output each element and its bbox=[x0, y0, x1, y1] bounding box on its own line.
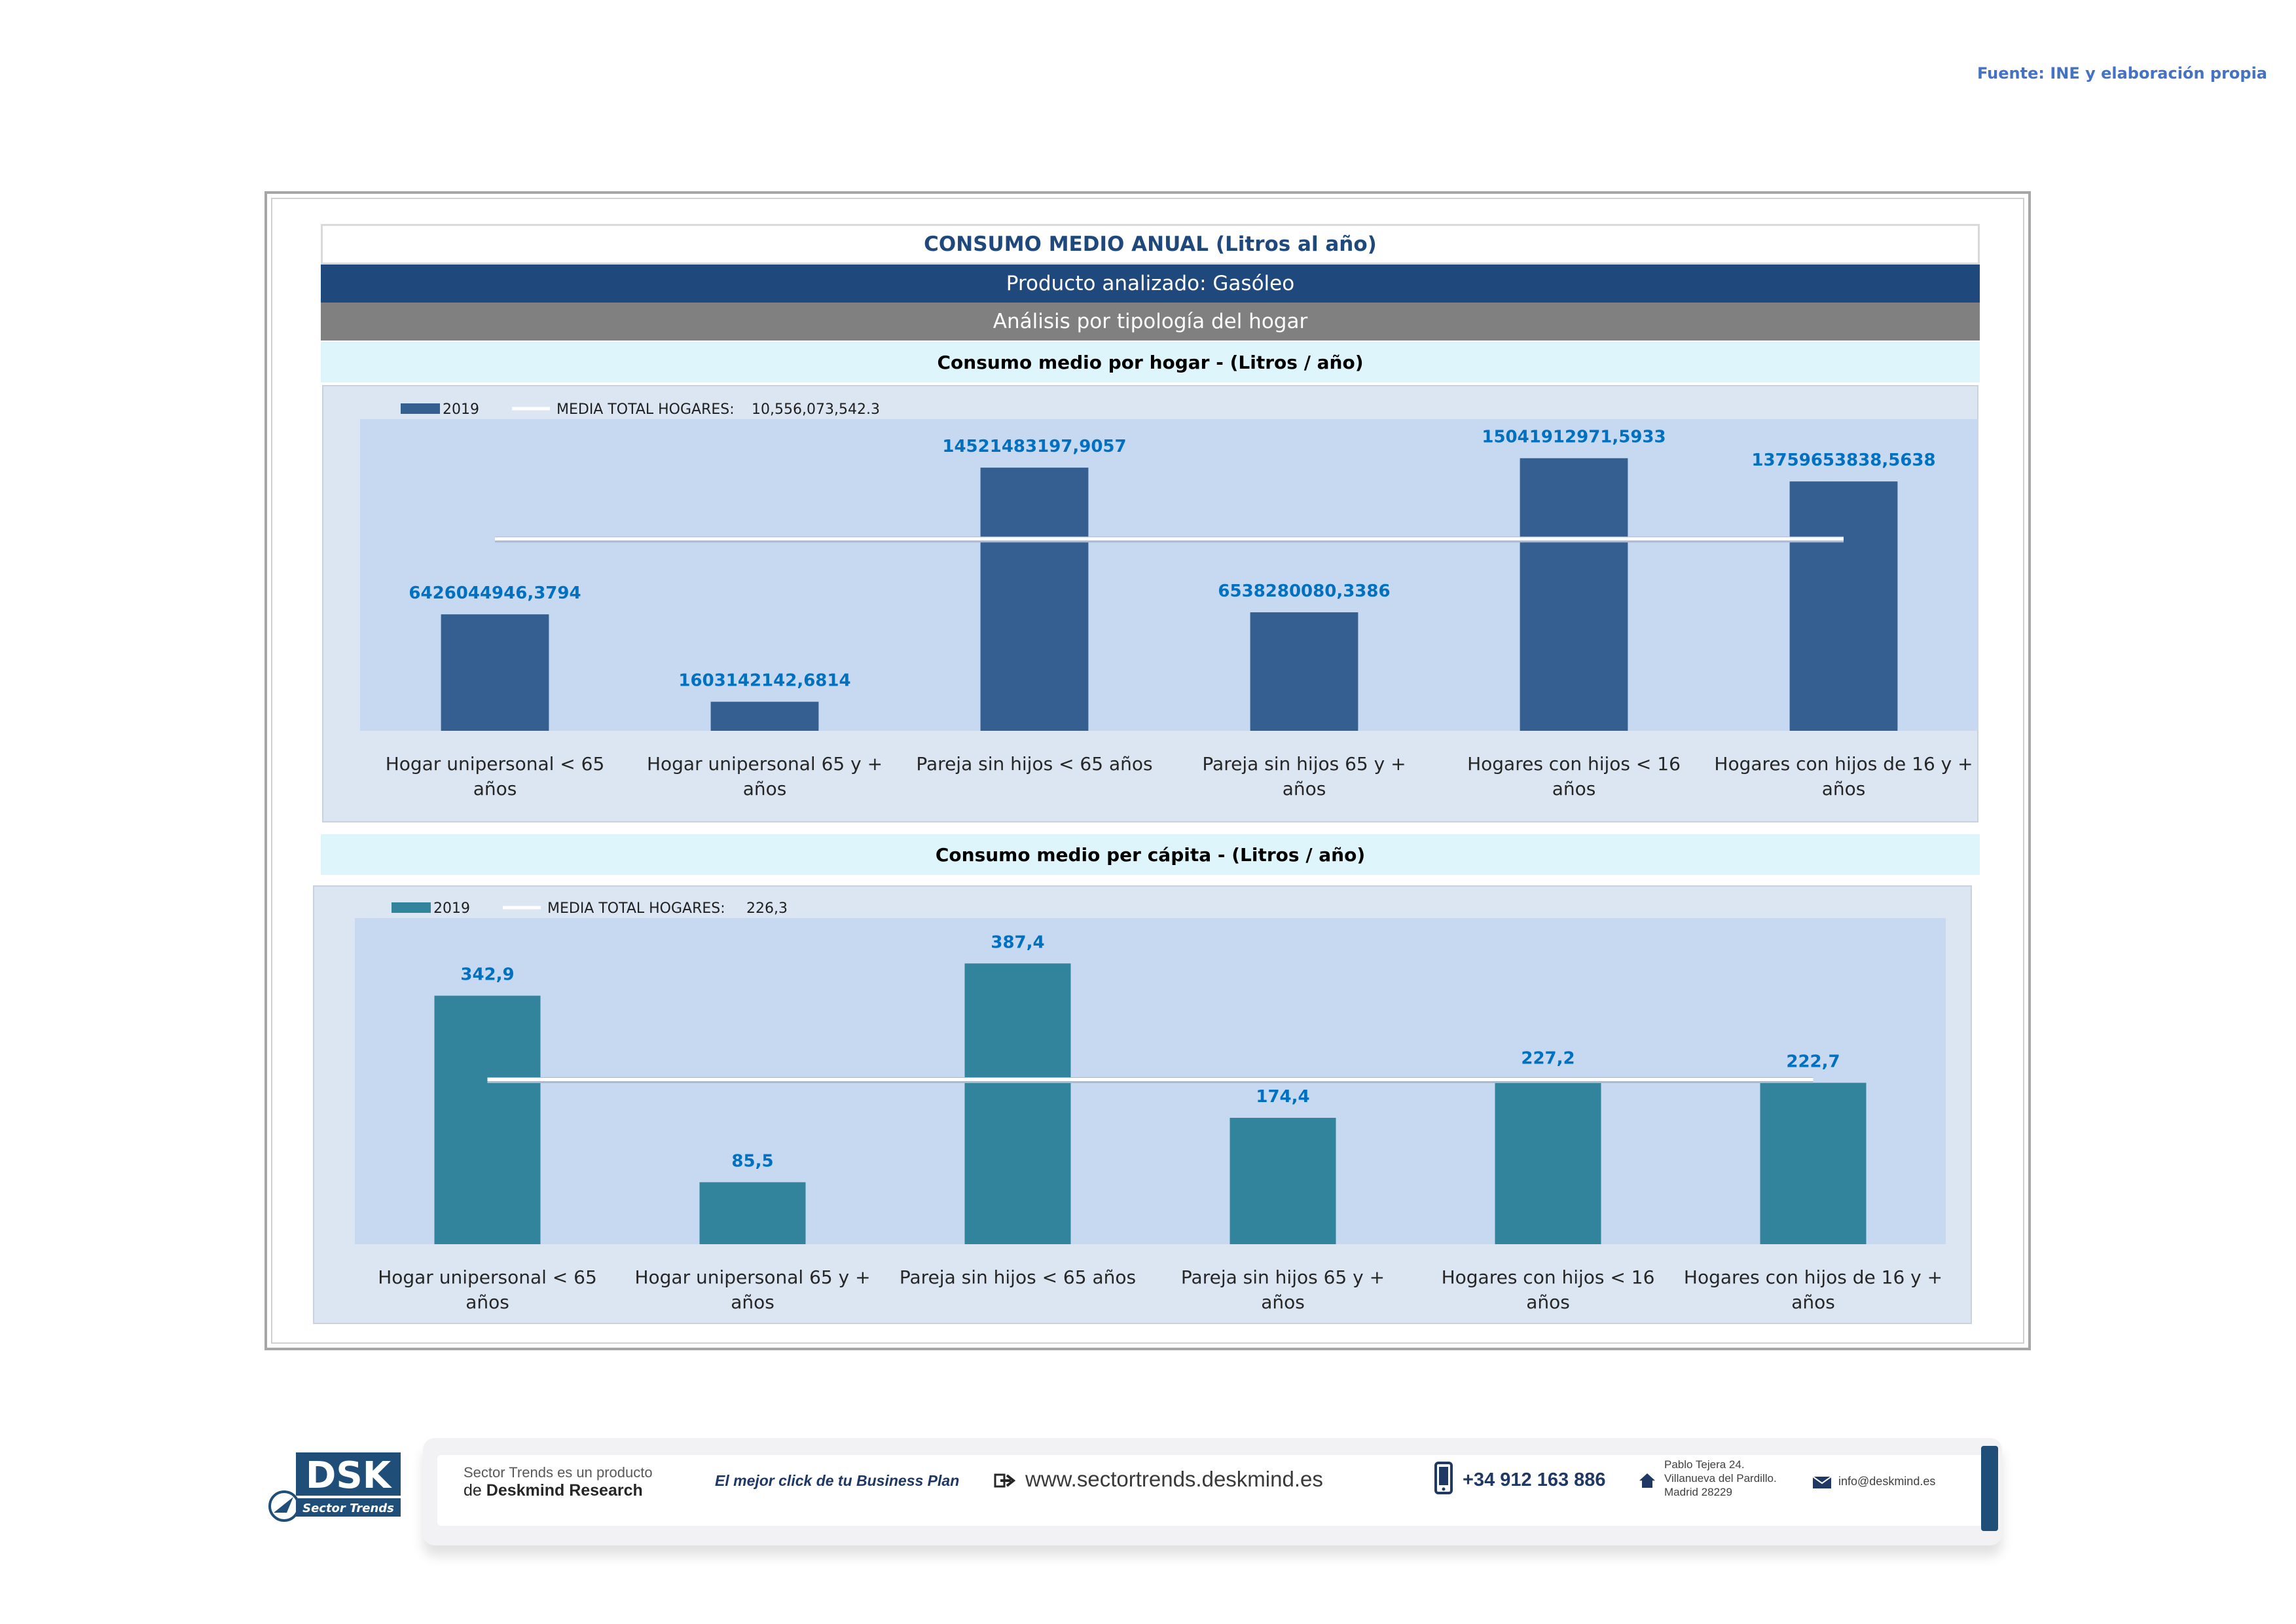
category-label-line: Hogares con hijos de 16 y + bbox=[1684, 1266, 1942, 1288]
data-label: 6426044946,3794 bbox=[409, 583, 581, 603]
footer-brand: Deskmind Research bbox=[486, 1481, 643, 1500]
category-label: Hogares con hijos de 16 y + años bbox=[1714, 753, 1973, 800]
category-label-line: Pareja sin hijos 65 y + bbox=[1202, 753, 1406, 775]
category-label: Hogar unipersonal < 65 años bbox=[386, 753, 605, 800]
category-label-line: años bbox=[473, 778, 517, 800]
bar-2019 bbox=[980, 468, 1089, 731]
bar-2019 bbox=[1250, 612, 1358, 731]
bar-2019 bbox=[434, 995, 541, 1244]
legend-label-2019: 2019 bbox=[433, 900, 470, 917]
category-label-line: años bbox=[731, 1291, 774, 1313]
legend-average-name: MEDIA TOTAL HOGARES: bbox=[556, 401, 735, 418]
plot-area bbox=[360, 419, 1978, 731]
category-label: Pareja sin hijos 65 y + años bbox=[1181, 1266, 1385, 1313]
home-icon bbox=[1638, 1472, 1656, 1492]
report-frame bbox=[264, 191, 2031, 1350]
footer-product-line2: de Deskmind Research bbox=[464, 1481, 643, 1500]
bar-2019 bbox=[964, 963, 1071, 1244]
bar-2019 bbox=[699, 1182, 806, 1244]
report-frame-inner bbox=[271, 198, 2024, 1344]
category-label: Pareja sin hijos < 65 años bbox=[900, 1266, 1136, 1288]
household-chart-panel: 2019 MEDIA TOTAL HOGARES: 10,556,073,542.3… bbox=[322, 385, 1978, 822]
footer-edge bbox=[1981, 1446, 1998, 1531]
category-label: Hogares con hijos de 16 y + años bbox=[1684, 1266, 1942, 1313]
bar-2019 bbox=[1760, 1082, 1867, 1244]
category-label-line: años bbox=[465, 1291, 509, 1313]
data-label: 85,5 bbox=[731, 1151, 773, 1171]
percapita-chart-panel: 2019 MEDIA TOTAL HOGARES: 226,3 342,9 85,5 38… bbox=[313, 885, 1972, 1324]
logo-subtitle: Sector Trends bbox=[302, 1502, 394, 1515]
mobile-phone-icon bbox=[1434, 1462, 1453, 1497]
logo-text: DSK bbox=[306, 1454, 393, 1497]
footer-product-prefix: de bbox=[464, 1481, 486, 1500]
category-label-line: años bbox=[1526, 1291, 1570, 1313]
category-label: Hogar unipersonal 65 y + años bbox=[634, 1266, 870, 1313]
category-label-line: años bbox=[1283, 778, 1326, 800]
legend-average-value: 226,3 bbox=[746, 900, 788, 917]
data-label: 13759653838,5638 bbox=[1751, 451, 1935, 470]
footer-address: Pablo Tejera 24. Villanueva del Pardillo… bbox=[1664, 1458, 1777, 1498]
category-label-line: años bbox=[1261, 1291, 1305, 1313]
bar-2019 bbox=[1789, 481, 1898, 731]
category-label: Hogares con hijos < 16 años bbox=[1467, 753, 1681, 800]
legend-swatch-2019 bbox=[392, 902, 431, 913]
category-label-line: años bbox=[1791, 1291, 1835, 1313]
category-label: Pareja sin hijos < 65 años bbox=[916, 753, 1152, 775]
bar-2019 bbox=[1520, 458, 1628, 731]
data-label: 227,2 bbox=[1521, 1049, 1575, 1069]
bar-2019 bbox=[441, 614, 549, 731]
data-label: 14521483197,9057 bbox=[942, 437, 1126, 456]
category-label-line: Hogar unipersonal < 65 bbox=[378, 1266, 597, 1288]
bar-2019 bbox=[710, 701, 819, 731]
footer-email[interactable]: info@deskmind.es bbox=[1838, 1475, 1936, 1488]
data-label: 222,7 bbox=[1786, 1052, 1840, 1072]
category-label-line: Hogares con hijos < 16 bbox=[1442, 1266, 1655, 1288]
category-label-line: Hogares con hijos de 16 y + bbox=[1714, 753, 1973, 775]
report-title: CONSUMO MEDIO ANUAL (Litros al año) bbox=[321, 224, 1980, 265]
legend-average-value: 10,556,073,542.3 bbox=[752, 401, 880, 418]
category-label-line: Hogar unipersonal < 65 bbox=[386, 753, 605, 775]
legend-label-2019: 2019 bbox=[443, 401, 479, 418]
bar-2019 bbox=[1495, 1079, 1601, 1244]
chart-subtitle-household: Consumo medio por hogar - (Litros / año) bbox=[321, 342, 1980, 382]
footer-slogan: El mejor click de tu Business Plan bbox=[715, 1472, 960, 1489]
data-label: 6538280080,3386 bbox=[1218, 581, 1390, 601]
category-label-line: años bbox=[743, 778, 787, 800]
legend-average-name: MEDIA TOTAL HOGARES: bbox=[547, 900, 725, 917]
footer-banner: Sector Trends es un producto de Deskmind… bbox=[423, 1438, 2002, 1545]
percapita-chart: 2019 MEDIA TOTAL HOGARES: 226,3 342,9 85,5 38… bbox=[355, 900, 1946, 1313]
category-label: Hogar unipersonal 65 y + años bbox=[647, 753, 883, 800]
category-label-line: Pareja sin hijos 65 y + bbox=[1181, 1266, 1385, 1288]
household-chart: 2019 MEDIA TOTAL HOGARES: 10,556,073,542.3… bbox=[360, 401, 1978, 800]
category-label-line: Hogar unipersonal 65 y + bbox=[647, 753, 883, 775]
category-label-line: Pareja sin hijos < 65 años bbox=[916, 753, 1152, 775]
category-label-line: años bbox=[1552, 778, 1596, 800]
category-label-line: Hogares con hijos < 16 bbox=[1467, 753, 1681, 775]
category-label-line: Hogar unipersonal 65 y + bbox=[634, 1266, 870, 1288]
dsk-logo: DSK Sector Trends bbox=[264, 1450, 403, 1522]
bar-2019 bbox=[1230, 1117, 1336, 1244]
source-note: Fuente: INE y elaboración propia bbox=[1977, 64, 2267, 83]
analysis-banner: Análisis por tipología del hogar bbox=[321, 303, 1980, 341]
footer-phone[interactable]: +34 912 163 886 bbox=[1463, 1469, 1606, 1490]
category-label: Hogar unipersonal < 65 años bbox=[378, 1266, 597, 1313]
category-label-line: años bbox=[1822, 778, 1866, 800]
footer-strip bbox=[437, 1455, 1985, 1526]
data-label: 15041912971,5933 bbox=[1482, 428, 1666, 447]
footer-website-link[interactable]: www.sectortrends.deskmind.es bbox=[1025, 1467, 1323, 1491]
data-label: 1603142142,6814 bbox=[678, 671, 850, 691]
envelope-icon bbox=[1812, 1476, 1832, 1492]
category-label-line: Pareja sin hijos < 65 años bbox=[900, 1266, 1136, 1288]
footer-product-line1: Sector Trends es un producto bbox=[464, 1464, 653, 1481]
data-label: 342,9 bbox=[460, 965, 514, 985]
category-label: Hogares con hijos < 16 años bbox=[1442, 1266, 1655, 1313]
data-label: 174,4 bbox=[1256, 1087, 1309, 1107]
data-label: 387,4 bbox=[991, 932, 1044, 952]
product-banner: Producto analizado: Gasóleo bbox=[321, 265, 1980, 303]
category-label: Pareja sin hijos 65 y + años bbox=[1202, 753, 1406, 800]
chart-subtitle-percapita: Consumo medio per cápita - (Litros / año… bbox=[321, 834, 1980, 875]
legend-swatch-2019 bbox=[401, 403, 440, 414]
arrow-right-icon bbox=[994, 1471, 1017, 1493]
